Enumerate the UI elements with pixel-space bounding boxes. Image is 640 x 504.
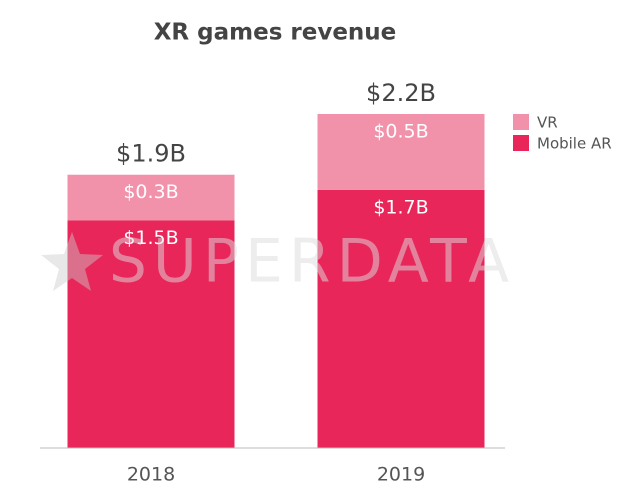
chart-title: XR games revenue [154, 20, 397, 46]
x-tick-label: 2018 [127, 464, 175, 486]
bar-segment [317, 189, 485, 448]
bar-segment [67, 174, 235, 221]
legend-swatch [513, 135, 529, 151]
legend-label: Mobile AR [537, 135, 612, 153]
segment-label: $0.3B [123, 181, 178, 203]
segment-label: $1.5B [123, 227, 178, 249]
total-label: $2.2B [366, 79, 436, 107]
segment-label: $0.5B [373, 121, 428, 143]
bar-segment [67, 220, 235, 448]
legend-swatch [513, 114, 529, 130]
x-tick-label: 2019 [377, 464, 425, 486]
bar-segment [317, 114, 485, 190]
watermark: SUPERDATA [109, 227, 515, 297]
segment-label: $1.7B [373, 196, 428, 218]
watermark-star [41, 232, 103, 291]
legend-label: VR [537, 114, 558, 132]
total-label: $1.9B [116, 140, 186, 168]
